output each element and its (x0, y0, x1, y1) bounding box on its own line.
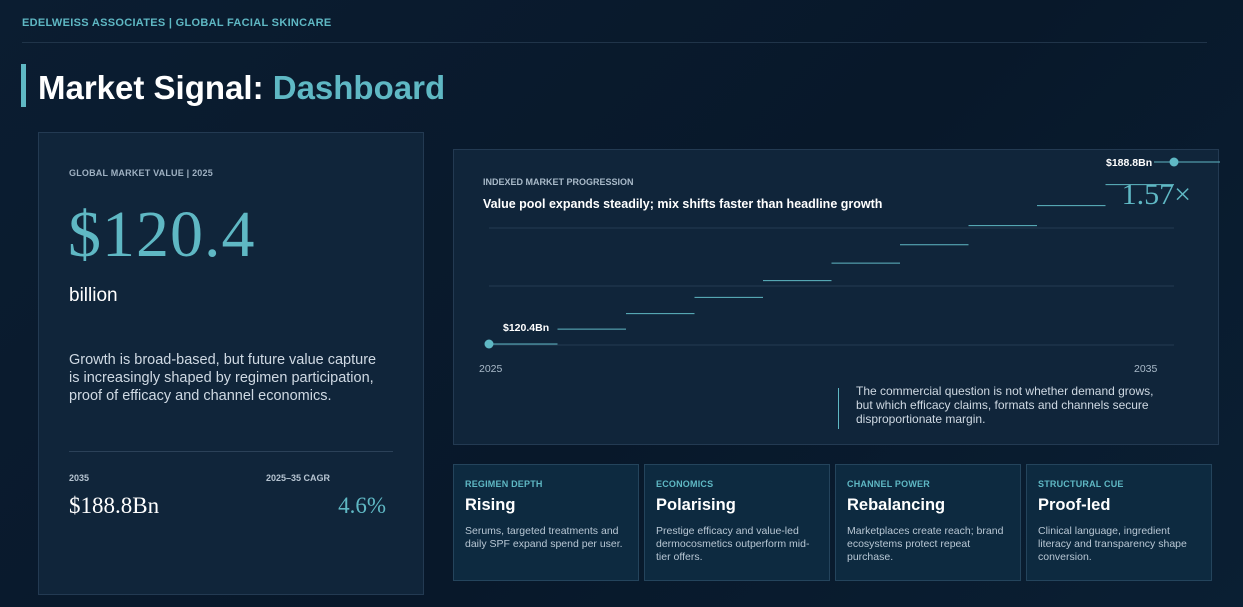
future-value: $188.8Bn (69, 493, 160, 518)
page-title: Market Signal: Dashboard (38, 69, 445, 107)
insight-card-title: Proof-led (1038, 496, 1111, 514)
x-tick-label: 2025 (479, 363, 503, 375)
header-divider (22, 42, 1207, 43)
insight-card-label: CHANNEL POWER (847, 479, 930, 489)
chart-subtitle: Value pool expands steadily; mix shifts … (483, 197, 883, 211)
insight-card-title: Polarising (656, 496, 736, 514)
growth-multiple: 1.57× (1121, 178, 1191, 211)
chart-label: INDEXED MARKET PROGRESSION (483, 177, 634, 187)
insight-card-text: Clinical language, ingredient literacy a… (1038, 525, 1187, 563)
note-accent-bar (838, 388, 839, 429)
page-title-highlight: Dashboard (272, 69, 446, 106)
insight-card-text: Serums, targeted treatments and daily SP… (465, 525, 623, 550)
insight-card-structural-cue: STRUCTURAL CUE Proof-led Clinical langua… (1026, 464, 1212, 581)
market-value-figure: $120.4 (68, 198, 256, 271)
insight-card-label: REGIMEN DEPTH (465, 479, 543, 489)
cagr-value: 4.6% (338, 493, 386, 518)
market-value-description: Growth is broad-based, but future value … (69, 352, 377, 404)
chart-start-value-label: $120.4Bn (503, 322, 549, 334)
chart-end-point (1169, 157, 1179, 167)
cagr-label: 2025–35 CAGR (266, 473, 331, 483)
insight-card-label: ECONOMICS (656, 479, 714, 489)
insight-card-title: Rising (465, 496, 516, 514)
page-title-main: Market Signal: (38, 69, 264, 106)
market-progression-card: $120.4Bn $188.8Bn 2025 2035 INDEXED MARKET … (453, 149, 1220, 445)
insight-card-title: Rebalancing (847, 496, 946, 514)
progression-chart: $120.4Bn $188.8Bn 2025 2035 (479, 157, 1220, 375)
insight-card-economics: ECONOMICS Polarising Prestige efficacy a… (644, 464, 830, 581)
future-year-label: 2035 (69, 473, 90, 483)
insight-card-text: Marketplaces create reach; brand ecosyst… (847, 525, 1004, 563)
insight-card-channel-power: CHANNEL POWER Rebalancing Marketplaces c… (835, 464, 1021, 581)
chart-end-value-label: $188.8Bn (1106, 157, 1152, 169)
market-value-label: GLOBAL MARKET VALUE | 2025 (69, 168, 213, 178)
chart-start-point (484, 339, 494, 349)
market-value-unit: billion (69, 285, 118, 306)
insight-card-regimen-depth: REGIMEN DEPTH Rising Serums, targeted tr… (453, 464, 639, 581)
insight-card-text: Prestige efficacy and value-led dermocos… (656, 525, 810, 563)
insight-card-label: STRUCTURAL CUE (1038, 479, 1124, 489)
chart-note: The commercial question is not whether d… (856, 384, 1154, 426)
brand-header: EDELWEISS ASSOCIATES | GLOBAL FACIAL SKI… (22, 17, 332, 29)
title-accent-bar (21, 64, 26, 107)
x-tick-label: 2035 (1134, 363, 1158, 375)
market-value-card: GLOBAL MARKET VALUE | 2025 $120.4 billio… (38, 132, 424, 595)
market-value-divider (69, 451, 393, 452)
